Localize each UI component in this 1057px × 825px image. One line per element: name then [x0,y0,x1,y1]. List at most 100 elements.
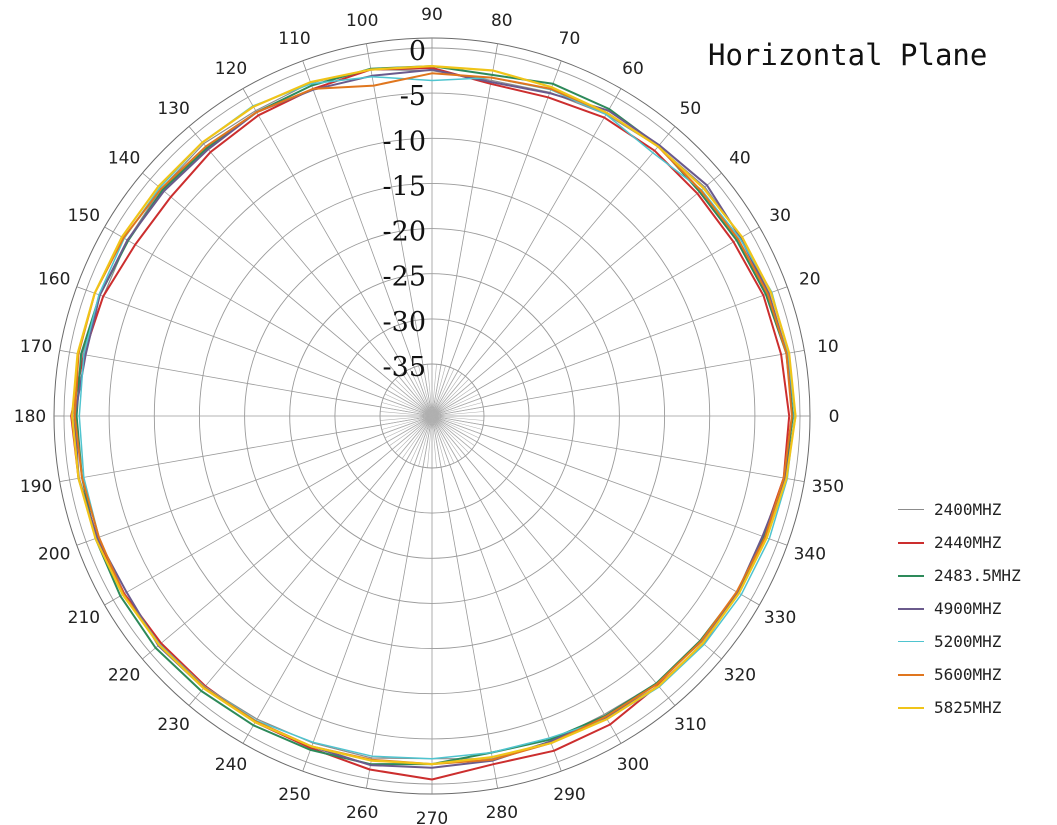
radial-tick-label: -5 [400,81,426,112]
legend-swatch [898,509,924,510]
angle-tick-label: 80 [491,11,513,31]
legend-label: 5600MHZ [934,665,1002,684]
angle-tick-label: 110 [278,29,310,49]
angle-tick-label: 210 [68,608,100,628]
grid-tick [302,761,307,772]
angle-tick-label: 170 [20,337,52,357]
grid-inner-spoke [431,373,463,417]
grid-tick [76,541,87,546]
grid-tick [713,172,722,180]
grid-inner-spoke [405,415,433,462]
angle-tick-label: 290 [553,785,585,805]
radial-tick-label: -25 [383,262,426,293]
grid-inner-spoke [392,382,433,417]
grid-spoke [305,70,433,417]
grid-inner-spoke [431,370,459,417]
grid-inner-spoke [431,402,483,417]
grid-inner-spoke [382,415,433,435]
legend-item: 4900MHZ [898,592,1021,625]
radial-tick-label: -20 [383,217,426,248]
angle-tick-label: 10 [817,337,839,357]
grid-tick [615,88,622,98]
grid-spoke [431,133,669,417]
grid-inner-spoke [384,393,433,417]
grid-inner-spoke [431,389,478,417]
grid-tick [366,778,369,789]
grid-spoke [113,415,433,601]
grid-spoke [431,415,751,601]
grid-spoke [86,415,433,543]
angle-tick-label: 50 [680,99,702,119]
grid-tick [495,43,498,54]
legend-label: 2440MHZ [934,533,1002,552]
angle-tick-label: 70 [559,29,581,49]
grid-inner-spoke [431,378,470,417]
angle-tick-label: 130 [157,99,189,119]
grid-inner-spoke [431,415,466,456]
grid-spoke [367,415,433,779]
legend-item: 5600MHZ [898,658,1021,691]
grid-inner-spoke [381,402,433,417]
grid-inner-spoke [422,415,433,468]
grid-ring [153,137,711,695]
grid-inner-spoke [409,415,433,464]
radial-tick-label: -30 [383,307,426,338]
grid-spoke [113,231,433,417]
radial-tick-label: -10 [383,126,426,157]
grid-tick [794,479,805,482]
legend-label: 2400MHZ [934,500,1002,519]
grid-inner-spoke [431,415,484,426]
grid-spoke [305,415,433,762]
grid-inner-spoke [431,411,484,417]
grid-spoke [69,351,433,417]
legend-label: 4900MHZ [934,599,1002,618]
grid-inner-spoke [431,397,482,417]
legend-item: 2400MHZ [898,493,1021,526]
angle-tick-label: 280 [486,803,518,823]
grid-inner-spoke [431,415,484,421]
radial-tick-label: -35 [383,352,426,383]
grid-spoke [431,415,669,699]
grid-tick [242,734,249,744]
angle-tick-label: 150 [68,206,100,226]
grid-inner-spoke [418,365,433,417]
grid-inner-spoke [431,415,475,447]
grid-tick [142,172,151,180]
grid-tick [668,697,676,706]
angle-tick-label: 20 [799,270,821,290]
grid-inner-spoke [380,415,433,426]
grid-inner-spoke [427,415,433,468]
grid-inner-spoke [431,415,482,435]
legend-label: 5200MHZ [934,632,1002,651]
grid-inner-spoke [409,368,433,417]
grid-inner-spoke [431,415,478,443]
polar-grid [53,37,811,795]
grid-inner-spoke [431,415,446,467]
grid-inner-spoke [418,415,433,467]
legend-item: 5200MHZ [898,625,1021,658]
grid-tick [615,734,622,744]
radial-tick-label: 0 [409,36,426,67]
grid-inner-spoke [413,415,433,466]
angle-tick-label: 100 [346,11,378,31]
series-line [71,65,797,766]
grid-spoke [431,415,715,653]
grid-tick [188,697,196,706]
grid-inner-spoke [431,415,437,468]
grid-inner-spoke [380,406,433,417]
angle-tick-label: 270 [416,809,448,825]
angle-tick-label: 0 [829,407,840,427]
grid-inner-spoke [392,415,433,450]
chart-title: Horizontal Plane [708,38,988,72]
grid-tick [794,350,805,353]
grid-ring [289,273,575,559]
grid-spoke [247,97,433,417]
grid-spoke [149,179,433,417]
angle-tick-label: 180 [14,407,46,427]
legend-item: 5825MHZ [898,691,1021,724]
grid-inner-spoke [386,415,433,443]
angle-tick-label: 240 [215,755,247,775]
grid-inner-spoke [431,415,455,464]
grid-inner-spoke [431,364,442,417]
